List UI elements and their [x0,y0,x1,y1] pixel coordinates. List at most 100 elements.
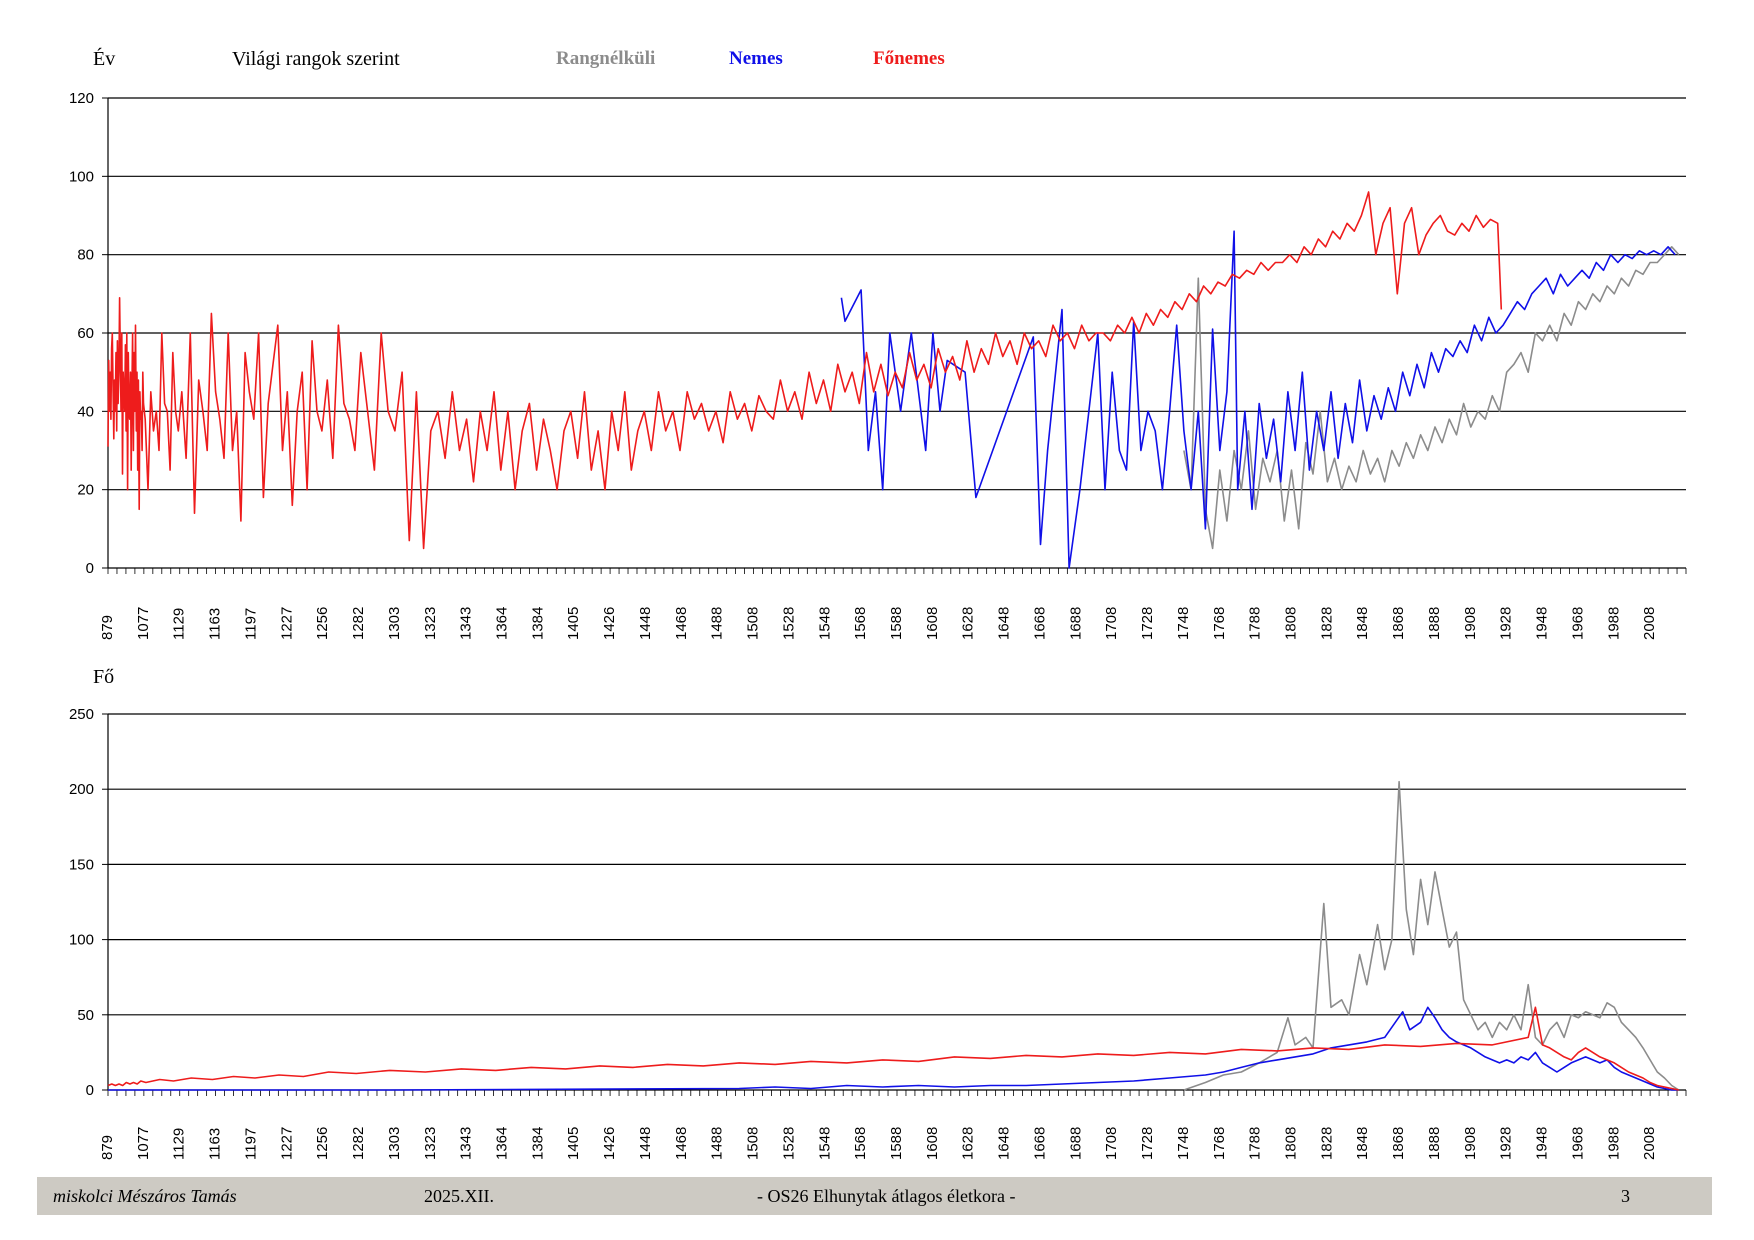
y-tick-label: 120 [69,90,94,107]
x-tick-label: 2008 [1641,1127,1658,1160]
x-tick-label: 1608 [924,607,941,640]
x-tick-label: 1928 [1498,607,1515,640]
x-tick-label: 1227 [278,1127,295,1160]
x-tick-label: 1508 [745,607,762,640]
x-tick-label: 1968 [1569,607,1586,640]
x-tick-label: 1163 [207,608,224,640]
x-tick-label: 879 [99,1135,116,1160]
x-tick-label: 1256 [314,1127,331,1160]
x-tick-label: 1688 [1067,607,1084,640]
x-tick-label: 1668 [1031,607,1048,640]
x-tick-label: 1728 [1139,607,1156,640]
footer-page-number: 3 [1621,1186,1630,1206]
x-tick-label: 1568 [852,1127,869,1160]
series-line-rangnélküli [1183,780,1680,1091]
x-tick-label: 1608 [924,1127,941,1160]
x-tick-label: 1323 [422,1127,439,1160]
x-tick-label: 1197 [242,1128,259,1160]
x-tick-label: 1908 [1462,1127,1479,1160]
x-tick-label: 1888 [1426,607,1443,640]
x-tick-label: 1848 [1354,1127,1371,1160]
x-tick-label: 1528 [780,1127,797,1160]
y-tick-label: 60 [77,325,94,342]
series-line-nemes [108,1006,1679,1091]
series-line-nemes [840,230,1676,569]
x-tick-label: 1077 [135,1127,152,1160]
footer-bar: miskolci Mészáros Tamás 2025.XII. - OS26… [37,1177,1712,1215]
x-tick-label: 1808 [1283,1127,1300,1160]
x-tick-label: 1426 [601,1127,618,1160]
x-tick-label: 1688 [1067,1127,1084,1160]
x-tick-label: 1708 [1103,607,1120,640]
x-tick-label: 2008 [1641,607,1658,640]
x-tick-label: 1568 [852,607,869,640]
x-tick-label: 1868 [1390,607,1407,640]
legend-item-fonemes: Főnemes [873,48,945,69]
x-tick-label: 1364 [494,1127,511,1160]
legend-item-rangnelkuli: Rangnélküli [556,48,656,69]
x-tick-label: 1508 [745,1127,762,1160]
x-tick-label: 1448 [637,1127,654,1160]
x-tick-label: 1282 [350,607,367,640]
x-tick-label: 1708 [1103,1127,1120,1160]
y-tick-label: 80 [77,247,94,264]
x-tick-label: 1548 [816,607,833,640]
x-tick-label: 1788 [1247,607,1264,640]
x-tick-label: 1648 [996,607,1013,640]
x-tick-label: 1303 [386,607,403,640]
x-tick-label: 1588 [888,1127,905,1160]
legend-item-nemes: Nemes [729,48,783,69]
x-tick-label: 1426 [601,607,618,640]
x-tick-label: 1384 [529,1127,546,1160]
x-tick-label: 1828 [1318,1127,1335,1160]
x-tick-label: 1948 [1534,607,1551,640]
footer-title: - OS26 Elhunytak átlagos életkora - [757,1186,1016,1206]
x-tick-label: 1303 [386,1127,403,1160]
y-tick-label: 20 [77,482,94,499]
x-tick-label: 1748 [1175,1127,1192,1160]
x-tick-label: 1448 [637,607,654,640]
x-tick-label: 1488 [709,1127,726,1160]
x-tick-label: 1163 [207,1128,224,1160]
footer-author: miskolci Mészáros Tamás [53,1186,237,1206]
x-tick-label: 1768 [1211,607,1228,640]
y-tick-label: 0 [86,1082,94,1099]
x-tick-label: 1384 [529,607,546,640]
y-tick-label: 50 [77,1007,94,1024]
x-tick-label: 1908 [1462,607,1479,640]
series-line-főnemes [107,1006,1679,1091]
x-tick-label: 1405 [565,1127,582,1160]
x-tick-label: 1928 [1498,1127,1515,1160]
y-unit-top: Év [93,48,116,70]
x-tick-label: 1888 [1426,1127,1443,1160]
x-tick-label: 1808 [1283,607,1300,640]
footer-date: 2025.XII. [424,1186,494,1206]
x-tick-label: 1468 [673,607,690,640]
x-tick-label: 1748 [1175,607,1192,640]
x-tick-label: 1828 [1318,607,1335,640]
x-tick-label: 1648 [996,1127,1013,1160]
x-tick-label: 1988 [1605,1127,1622,1160]
y-tick-label: 200 [69,781,94,798]
series-line-főnemes [107,191,1503,550]
x-tick-label: 1788 [1247,1127,1264,1160]
y-tick-label: 100 [69,168,94,185]
x-tick-label: 1343 [458,607,475,640]
x-tick-label: 1968 [1569,1127,1586,1160]
x-tick-label: 1197 [242,608,259,640]
series-line-rangnélküli [1183,246,1680,550]
chart-panel-2: 0 50 100 150 200 250 879 1077 1129 1163 1197 1227 12… [69,706,1687,1160]
x-tick-label: 1077 [135,607,152,640]
x-tick-label: 1528 [780,607,797,640]
y-tick-label: 40 [77,403,94,420]
x-tick-label: 1628 [960,1127,977,1160]
x-tick-label: 1282 [350,1127,367,1160]
x-tick-label: 879 [99,615,116,640]
y-tick-label: 100 [69,932,94,949]
x-tick-label: 1988 [1605,607,1622,640]
x-tick-label: 1405 [565,607,582,640]
x-tick-label: 1728 [1139,1127,1156,1160]
x-tick-label: 1129 [171,1128,188,1160]
chart-subtitle: Világi rangok szerint [232,48,400,70]
